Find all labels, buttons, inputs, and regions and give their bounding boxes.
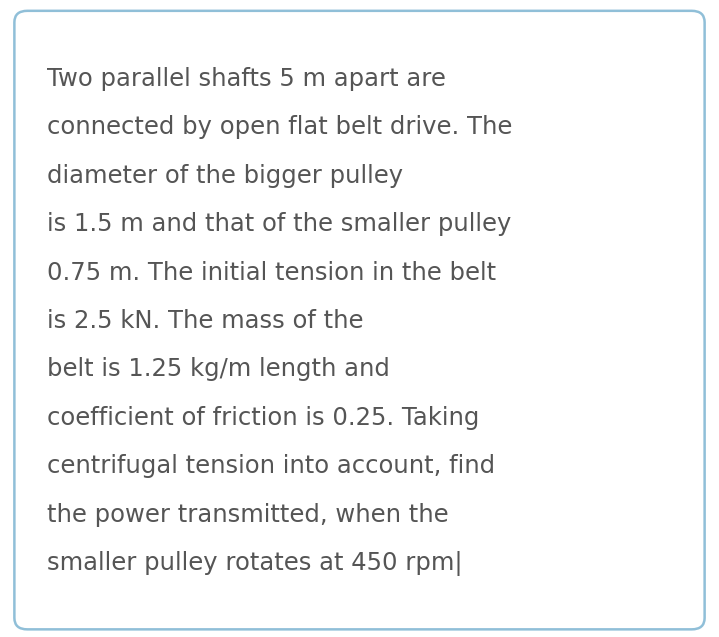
Text: belt is 1.25 kg/m length and: belt is 1.25 kg/m length and bbox=[47, 357, 390, 382]
Text: the power transmitted, when the: the power transmitted, when the bbox=[47, 503, 449, 527]
Text: is 1.5 m and that of the smaller pulley: is 1.5 m and that of the smaller pulley bbox=[47, 212, 511, 236]
Text: is 2.5 kN. The mass of the: is 2.5 kN. The mass of the bbox=[47, 309, 363, 333]
Text: connected by open flat belt drive. The: connected by open flat belt drive. The bbox=[47, 115, 512, 140]
FancyBboxPatch shape bbox=[14, 11, 705, 629]
Text: 0.75 m. The initial tension in the belt: 0.75 m. The initial tension in the belt bbox=[47, 261, 496, 285]
Text: centrifugal tension into account, find: centrifugal tension into account, find bbox=[47, 454, 495, 478]
Text: coefficient of friction is 0.25. Taking: coefficient of friction is 0.25. Taking bbox=[47, 406, 479, 430]
Text: diameter of the bigger pulley: diameter of the bigger pulley bbox=[47, 164, 403, 188]
Text: smaller pulley rotates at 450 rpm|: smaller pulley rotates at 450 rpm| bbox=[47, 551, 462, 576]
Text: Two parallel shafts 5 m apart are: Two parallel shafts 5 m apart are bbox=[47, 67, 446, 91]
